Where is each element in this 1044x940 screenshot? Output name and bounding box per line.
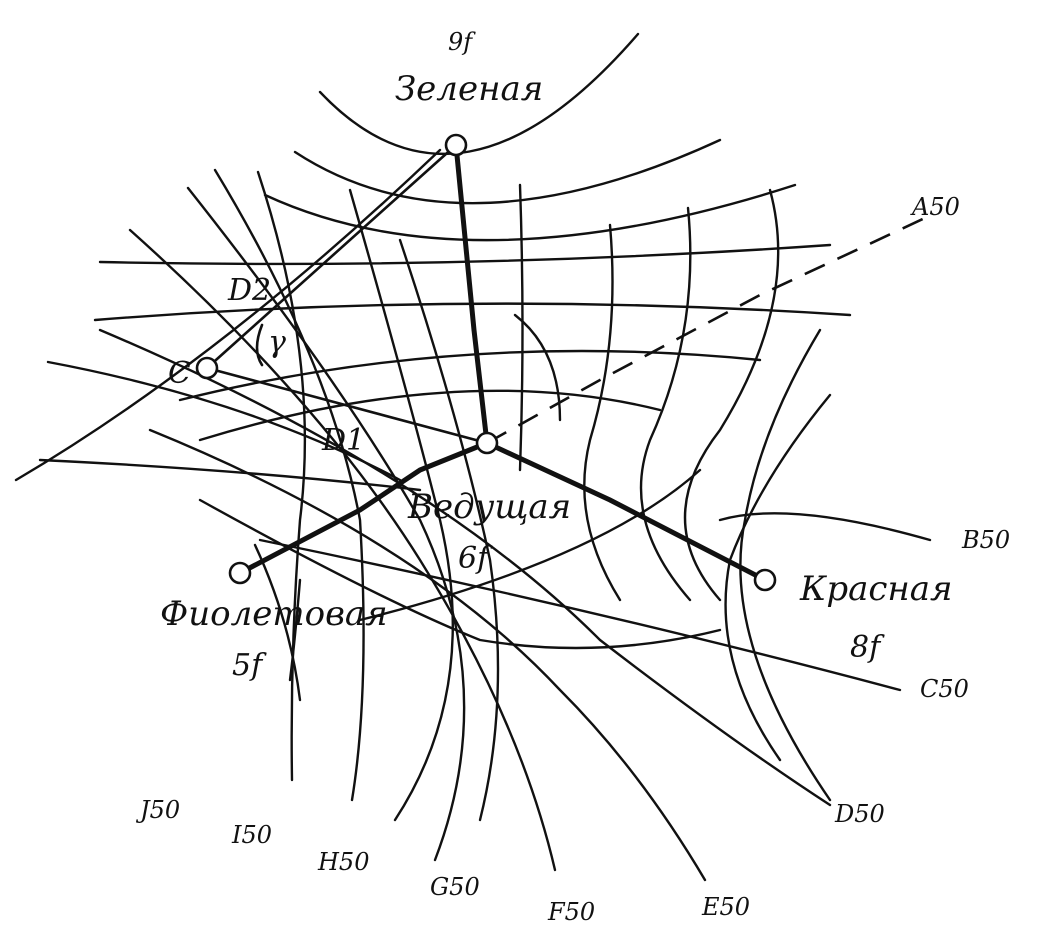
violet-station-name: Фиолетовая <box>160 594 388 634</box>
angle-arc <box>255 323 264 367</box>
hyperbola-line <box>198 498 722 650</box>
hyperbola-line <box>98 328 832 807</box>
station-green-marker <box>444 133 468 157</box>
station-red-marker <box>753 568 777 592</box>
baselines <box>205 142 926 583</box>
point-c-label: C <box>168 356 191 391</box>
station-violet-marker <box>228 561 252 585</box>
red-hyperbola-family <box>513 183 932 802</box>
hyperbola-line <box>198 389 662 442</box>
hyperbola-line <box>348 188 454 822</box>
lane-label-g50: G50 <box>430 873 480 901</box>
lane-label-a50: A50 <box>910 193 960 221</box>
hyperbola-line <box>639 206 692 602</box>
hyperbola-line <box>293 138 722 205</box>
lane-label-e50: E50 <box>701 893 750 921</box>
lane-label-i50: I50 <box>231 821 272 849</box>
baseline-master-red <box>484 440 768 583</box>
lane-label-c50: C50 <box>920 675 969 703</box>
station-master-marker <box>475 431 499 455</box>
green-station-code: 9f <box>448 28 476 56</box>
hyperbola-line <box>318 32 640 156</box>
hyperbola-line <box>288 578 302 682</box>
violet-station-code: 5f <box>232 648 267 683</box>
master-station-name: Ведущая <box>407 487 571 527</box>
hyperbola-line <box>739 328 832 802</box>
hyperbola-line <box>256 170 307 782</box>
lane-label-d50: D50 <box>834 800 885 828</box>
baseline-master-green <box>453 142 490 446</box>
hyperbola-line <box>513 313 562 422</box>
hyperbola-line <box>258 538 902 692</box>
hyperbola-line <box>148 428 707 882</box>
distance-d1-label: D1 <box>321 423 365 458</box>
lane-label-b50: B50 <box>961 526 1010 554</box>
hyperbola-line <box>518 183 524 472</box>
hyperbola-line <box>38 458 422 492</box>
lane-label-f50: F50 <box>547 898 595 926</box>
hyperbola-line <box>718 512 932 542</box>
green-station-name: Зеленая <box>395 69 543 109</box>
hyperbola-line <box>398 238 500 822</box>
hyperbola-line <box>14 148 442 482</box>
master-station-code: 6f <box>458 541 493 576</box>
line-c-master <box>205 366 489 445</box>
baseline-master-violet <box>237 440 490 576</box>
distance-d2-label: D2 <box>227 273 271 308</box>
lane-label-j50: J50 <box>135 796 180 824</box>
point-c-marker <box>195 356 219 380</box>
hyperbola-line <box>358 468 702 622</box>
hyperbola-line <box>683 188 780 602</box>
angle-gamma-label: γ <box>268 325 286 360</box>
hyperbola-line <box>583 223 622 602</box>
hyperbola-line <box>263 183 797 242</box>
red-station-name: Красная <box>799 569 953 609</box>
dashed-line-a50 <box>486 216 926 445</box>
line-c-green <box>205 143 458 370</box>
lane-label-h50: H50 <box>317 848 369 876</box>
red-station-code: 8f <box>850 630 885 665</box>
hyperbola-line <box>128 228 557 872</box>
